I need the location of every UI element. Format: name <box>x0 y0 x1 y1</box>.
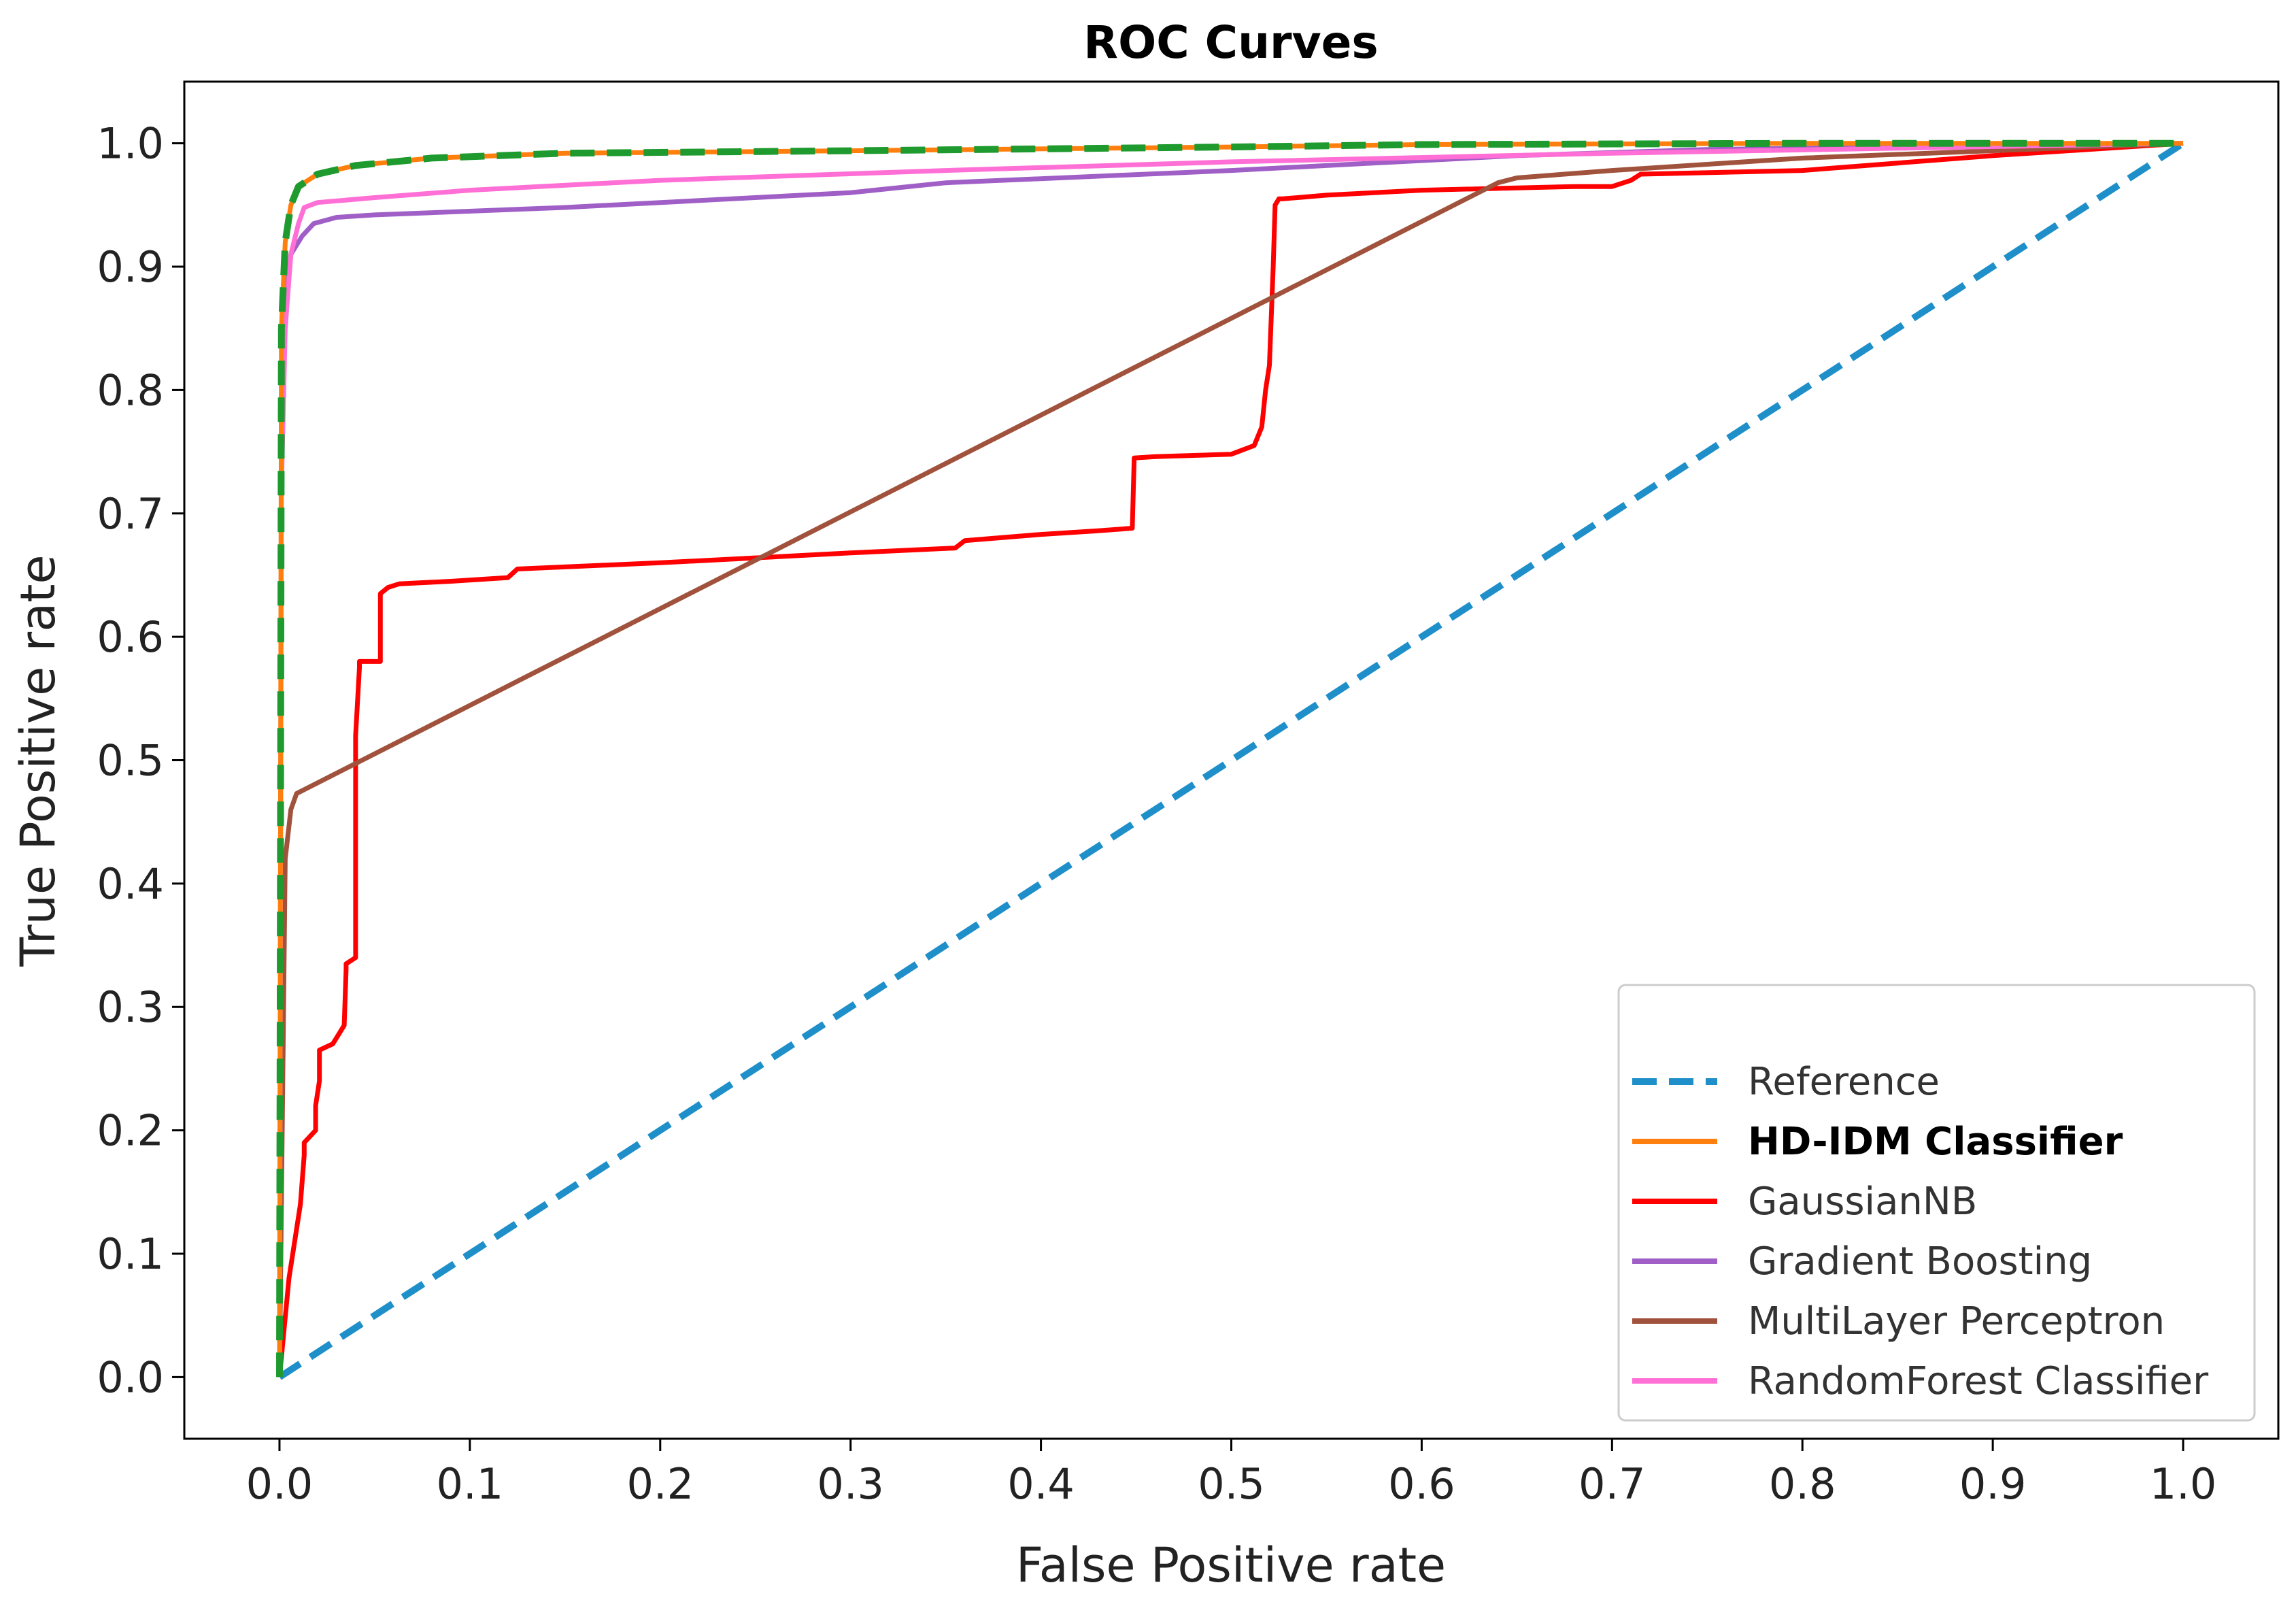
y-tick-label: 0.4 <box>97 859 164 909</box>
chart-title: ROC Curves <box>1083 16 1378 69</box>
series-line-hd-idm-dashed-overlay <box>276 139 2183 1378</box>
y-tick-label: 0.2 <box>97 1106 164 1156</box>
series-layer <box>276 139 2185 1380</box>
x-tick-label: 0.9 <box>1959 1459 2027 1509</box>
x-axis-ticks: 0.0 0.1 0.2 0.3 0.4 0.5 0.6 0.7 0.8 0.9 1.0 <box>246 1439 2217 1509</box>
x-tick-label: 0.4 <box>1007 1459 1075 1509</box>
x-tick-label: 0.2 <box>626 1459 694 1509</box>
series-line-multilayer-perceptron <box>277 141 2184 1378</box>
legend-label: Gradient Boosting <box>1748 1239 2092 1284</box>
y-axis-label: True Positive rate <box>10 554 66 967</box>
x-axis-label: False Positive rate <box>1016 1537 1446 1593</box>
legend-label: GaussianNB <box>1748 1180 1977 1224</box>
legend-label: HD-IDM Classifier <box>1748 1120 2123 1164</box>
y-tick-label: 1.0 <box>97 119 164 169</box>
y-tick-label: 0.8 <box>97 365 164 415</box>
legend-box <box>1617 984 2256 1422</box>
x-tick-label: 0.8 <box>1769 1459 1836 1509</box>
legend-label: RandomForest Classifier <box>1748 1359 2209 1403</box>
y-tick-label: 0.7 <box>97 489 164 539</box>
y-tick-label: 0.0 <box>97 1352 164 1402</box>
plot-area <box>183 80 2280 1440</box>
x-tick-label: 1.0 <box>2150 1459 2217 1509</box>
series-line-gaussiannb <box>277 141 2184 1378</box>
x-tick-label: 0.7 <box>1578 1459 1646 1509</box>
x-tick-label: 0.0 <box>246 1459 314 1509</box>
x-tick-label: 0.5 <box>1198 1459 1265 1509</box>
x-tick-label: 0.6 <box>1388 1459 1455 1509</box>
y-tick-label: 0.9 <box>97 242 164 292</box>
legend-label: Reference <box>1748 1060 1940 1104</box>
x-tick-label: 0.1 <box>437 1459 504 1509</box>
y-tick-label: 0.3 <box>97 982 164 1032</box>
series-line-randomforest-classifier <box>277 141 2184 1378</box>
legend: Reference HD-IDM Classifier GaussianNB Grad… <box>1617 984 2256 1422</box>
series-line-reference <box>277 140 2185 1380</box>
y-tick-label: 0.1 <box>97 1229 164 1279</box>
x-tick-label: 0.3 <box>817 1459 884 1509</box>
y-tick-label: 0.5 <box>97 736 164 786</box>
y-tick-label: 0.6 <box>97 612 164 662</box>
legend-label: MultiLayer Perceptron <box>1748 1299 2165 1344</box>
y-axis-ticks: 0.0 0.1 0.2 0.3 0.4 0.5 0.6 0.7 0.8 0.9 1.0 <box>97 119 184 1402</box>
legend-items: Reference HD-IDM Classifier GaussianNB Grad… <box>1632 1060 2209 1403</box>
